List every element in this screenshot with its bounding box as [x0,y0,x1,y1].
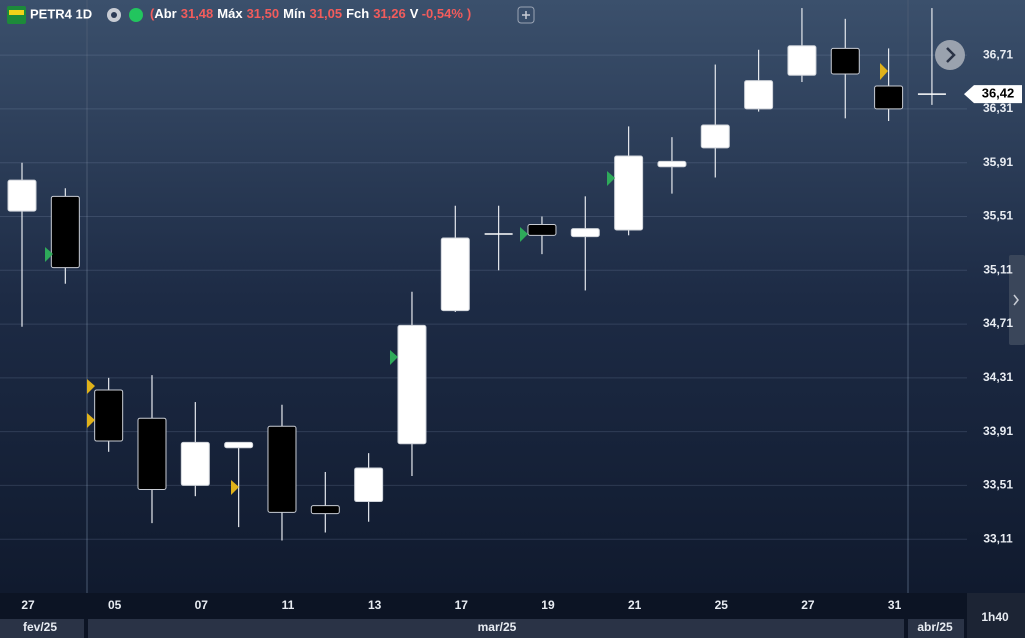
y-tick-label: 36,71 [983,47,1013,61]
x-tick-label: 13 [368,598,382,612]
candle-body [180,441,210,486]
legend-text: 31,50 [247,6,280,21]
y-tick-label: 34,71 [983,316,1013,330]
y-tick-label: 34,31 [983,370,1013,384]
timer: 1h40 [981,610,1009,624]
add-button[interactable] [517,6,535,24]
candle-body [744,80,774,110]
month-label: fev/25 [23,620,57,634]
candle-body [224,441,254,449]
candle-body [354,467,384,503]
candle-body [7,179,37,212]
x-tick-label: 07 [195,598,209,612]
x-tick-label: 27 [21,598,35,612]
status-dot [129,8,143,22]
y-tick-label: 35,11 [983,262,1013,276]
candle-body [657,160,687,168]
month-box [0,619,84,638]
candle-body [50,195,80,269]
month-label: abr/25 [917,620,953,634]
legend-text: ( [150,6,155,21]
y-axis: 33,11 33,51 33,91 34,31 34,71 35,11 35,51 35,91… [21,47,1022,612]
y-tick-label: 35,51 [983,209,1013,223]
scroll-right-icon [946,47,956,63]
candle-body [527,224,557,236]
legend-text: 31,05 [310,6,343,21]
legend-text: Fch [346,6,369,21]
x-tick-label: 19 [541,598,555,612]
signal-markers [45,63,888,495]
legend-text: Máx [217,6,243,21]
candle-body [137,417,167,490]
settings-icon-center [111,12,117,18]
last-price-tag [964,85,1022,104]
marker [520,227,528,242]
candle-body [570,228,600,238]
x-tick-label: 21 [628,598,642,612]
plot-background [0,0,1025,593]
month-label: mar/25 [478,620,517,634]
x-tick-label: 17 [455,598,469,612]
marker [231,480,239,495]
x-tick-label: 25 [715,598,729,612]
x-tick-label: 27 [801,598,815,612]
candle-body [830,47,860,75]
candle-body [874,85,904,110]
side-panel-handle[interactable] [1009,255,1025,345]
legend-text: -0,54% [422,6,464,21]
scroll-right-button[interactable] [935,40,965,70]
candles [7,8,946,541]
candle-body [700,124,730,149]
marker [607,171,615,186]
last-price-label: 36,42 [982,86,1015,101]
y-tick-label: 33,11 [983,531,1013,545]
candle-body [787,45,817,76]
legend-text: 31,48 [181,6,214,21]
y-tick-label: 33,91 [983,424,1013,438]
legend-text: Mín [283,6,305,21]
symbol: PETR4 1D [30,6,92,21]
marker [880,63,888,80]
legend-text: ) [467,6,471,21]
candle-body [440,237,470,312]
marker [87,379,95,394]
y-tick-label: 35,91 [983,155,1013,169]
marker [87,413,95,428]
candle-body [310,505,340,515]
x-tick-label: 31 [888,598,902,612]
timer-box [967,593,1025,638]
y-tick-label: 33,51 [983,478,1013,492]
candle-body [267,425,297,513]
candle-body [397,324,427,445]
candle-body [614,155,644,231]
candle-body [94,389,124,442]
legend-text: Abr [154,6,176,21]
month-box [908,619,964,638]
x-tick-label: 05 [108,598,122,612]
month-box [88,619,904,638]
y-tick-label: 36,31 [983,101,1013,115]
side-panel-icon [1013,294,1019,306]
marker [390,350,398,365]
legend-text: 31,26 [373,6,406,21]
x-tick-label: 11 [282,598,295,612]
marker [45,247,53,262]
logo-stripe [9,10,24,15]
ohlc-legend: (Abr 31,48 Máx 31,50 Mín 31,05 Fch 31,26 V -0,54%… [150,6,471,21]
legend-text: V [410,6,419,21]
